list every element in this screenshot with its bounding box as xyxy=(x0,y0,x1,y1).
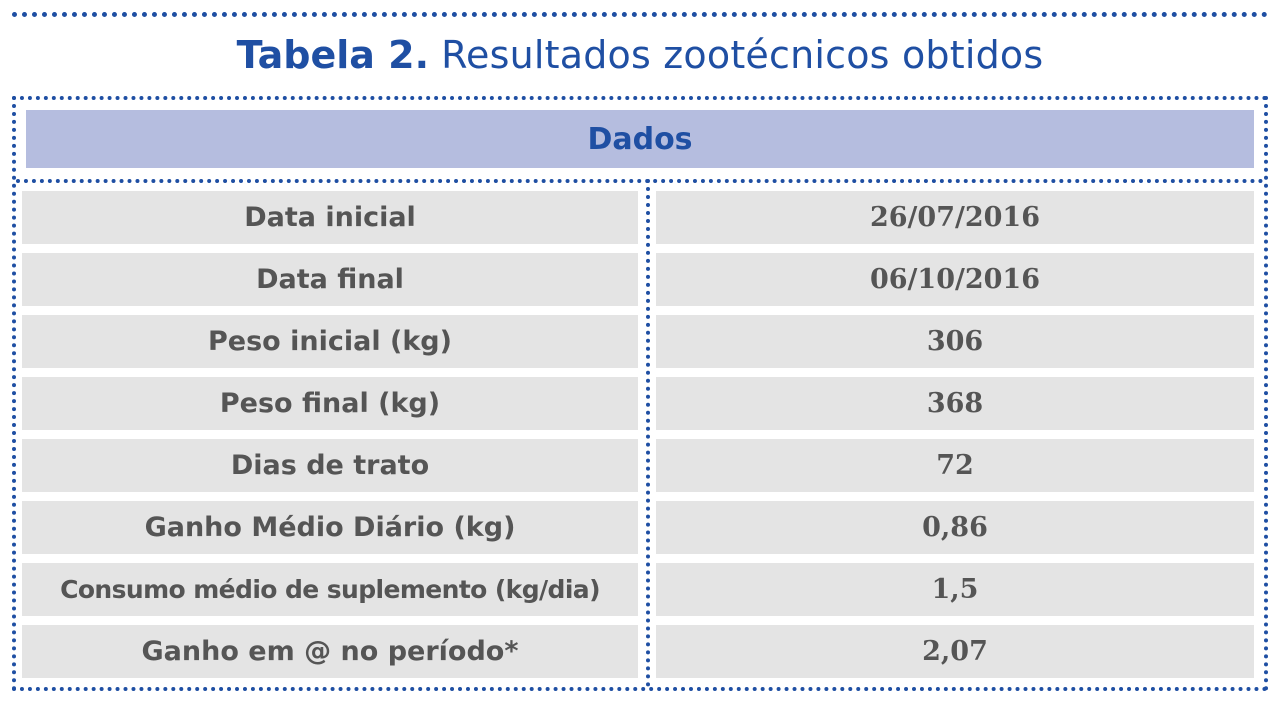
row-value: 72 xyxy=(656,439,1254,492)
table-title: Tabela 2. Resultados zootécnicos obtidos xyxy=(0,30,1280,80)
table-caption: Resultados zootécnicos obtidos xyxy=(441,33,1044,77)
row-value: 06/10/2016 xyxy=(656,253,1254,306)
row-label: Consumo médio de suplemento (kg/dia) xyxy=(22,563,638,616)
row-label: Ganho em @ no período* xyxy=(22,625,638,678)
table-row: Peso final (kg) 368 xyxy=(16,377,1264,430)
column-divider xyxy=(646,179,650,687)
results-table: Dados Data inicial 26/07/2016 Data final… xyxy=(12,96,1268,691)
top-dotted-rule xyxy=(12,12,1268,17)
row-value: 26/07/2016 xyxy=(656,191,1254,244)
row-label: Ganho Médio Diário (kg) xyxy=(22,501,638,554)
table-row: Consumo médio de suplemento (kg/dia) 1,5 xyxy=(16,563,1264,616)
table-row: Ganho Médio Diário (kg) 0,86 xyxy=(16,501,1264,554)
row-label: Peso final (kg) xyxy=(22,377,638,430)
row-value: 1,5 xyxy=(656,563,1254,616)
row-value: 0,86 xyxy=(656,501,1254,554)
row-label: Peso inicial (kg) xyxy=(22,315,638,368)
table-row: Data inicial 26/07/2016 xyxy=(16,191,1264,244)
row-label: Data inicial xyxy=(22,191,638,244)
table-header-label: Dados xyxy=(587,121,693,157)
row-value: 2,07 xyxy=(656,625,1254,678)
row-value: 306 xyxy=(656,315,1254,368)
table-number: Tabela 2. xyxy=(236,33,430,77)
table-row: Peso inicial (kg) 306 xyxy=(16,315,1264,368)
table-row: Ganho em @ no período* 2,07 xyxy=(16,625,1264,678)
row-label: Data final xyxy=(22,253,638,306)
table-header: Dados xyxy=(26,110,1254,168)
row-value: 368 xyxy=(656,377,1254,430)
table-row: Dias de trato 72 xyxy=(16,439,1264,492)
table-row: Data final 06/10/2016 xyxy=(16,253,1264,306)
row-label: Dias de trato xyxy=(22,439,638,492)
header-divider xyxy=(16,179,1264,183)
